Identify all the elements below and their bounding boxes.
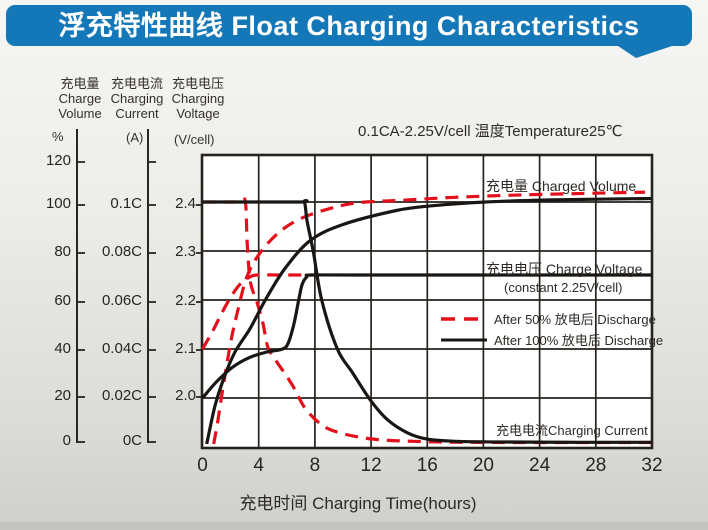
legend-row-100pct: After 100% 放电后 Discharge [440, 329, 663, 350]
legend-row-50pct: After 50% 放电后 Discharge [440, 308, 663, 329]
volume-tick-label: 60 [54, 292, 71, 309]
current-tick-label: 0C [122, 432, 142, 449]
current-tick-label: 0.04C [101, 340, 142, 357]
curve-charge-voltage-after-100-discharge [201, 273, 652, 400]
axis-header-volume-cjk: 充电量 [60, 76, 100, 91]
x-tick-label: 24 [529, 455, 551, 476]
x-tick-label: 20 [472, 455, 494, 476]
dashed-red-line-icon [441, 316, 487, 321]
curve-charging-current-after-100-discharge [202, 198, 652, 444]
volume-unit-label: % [52, 129, 64, 144]
current-unit-label: (A) [126, 130, 144, 145]
curve-charge-voltage-after-50-discharge [201, 273, 313, 350]
axis-header-current-en2: Current [115, 106, 159, 121]
x-tick-label: 0 [197, 455, 208, 476]
voltage-tick-label: 2.3 [175, 243, 196, 260]
x-axis-title: 充电时间 Charging Time(hours) [239, 494, 477, 513]
axis-header-volume-en1: Charge [58, 91, 102, 106]
title-bubble-tail [612, 42, 684, 58]
voltage-unit-label: (V/cell) [174, 132, 215, 147]
voltage-tick-label: 2.0 [175, 387, 196, 404]
charge-voltage-label: 充电电压 Charge Voltage [486, 261, 643, 277]
legend-label-50pct: After 50% 放电后 Discharge [494, 312, 656, 327]
x-tick-label: 12 [360, 455, 382, 476]
test-condition-label: 0.1CA-2.25V/cell 温度Temperature25℃ [358, 123, 623, 140]
current-tick-label: 0.02C [101, 387, 142, 404]
axis-header-current-cjk: 充电电流 [110, 76, 163, 91]
axis-header-voltage-cjk: 充电电压 [171, 76, 224, 91]
axis-header-voltage-en2: Voltage [176, 106, 220, 121]
axis-header-voltage-en1: Charging [171, 91, 225, 106]
volume-tick-label: 120 [45, 152, 71, 169]
axis-header-current-en1: Charging [110, 91, 164, 106]
current-tick-label: 0.08C [101, 243, 142, 260]
page-title: 浮充特性曲线 Float Charging Characteristics [6, 5, 692, 46]
x-tick-label: 16 [416, 455, 438, 476]
volume-tick-label: 100 [45, 195, 71, 212]
curve-charged-volume-after-50-discharge [212, 190, 646, 445]
charged-volume-label: 充电量 Charged Volume [486, 178, 637, 194]
volume-tick-label: 80 [54, 243, 71, 260]
axis-header-current: 充电电流 Charging Current [95, 76, 179, 121]
charge-voltage-sub-label: (constant 2.25V/cell) [504, 280, 623, 295]
current-tick-label: 0.1C [110, 195, 142, 212]
voltage-tick-label: 2.2 [175, 292, 196, 309]
x-tick-label: 8 [309, 455, 321, 476]
axis-header-volume: 充电量 Charge Volume [38, 76, 122, 121]
x-tick-label: 28 [585, 455, 607, 476]
bottom-strip [0, 522, 708, 530]
voltage-tick-label: 2.1 [175, 340, 196, 357]
volume-tick-label: 20 [54, 387, 71, 404]
voltage-tick-label: 2.4 [175, 195, 196, 212]
axis-header-volume-en2: Volume [58, 106, 102, 121]
legend-label-100pct: After 100% 放电后 Discharge [494, 333, 664, 348]
axis-header-voltage: 充电电压 Charging Voltage [156, 76, 240, 121]
volume-tick-label: 40 [54, 340, 71, 357]
current-tick-label: 0.06C [101, 292, 142, 309]
x-tick-label: 4 [253, 455, 264, 476]
charging-current-label: 充电电流Charging Current [496, 423, 648, 438]
volume-tick-label: 0 [62, 432, 71, 449]
x-tick-label: 32 [641, 455, 663, 476]
legend: After 50% 放电后 Discharge After 100% 放电后 D… [440, 308, 663, 350]
solid-black-line-icon [441, 338, 487, 341]
